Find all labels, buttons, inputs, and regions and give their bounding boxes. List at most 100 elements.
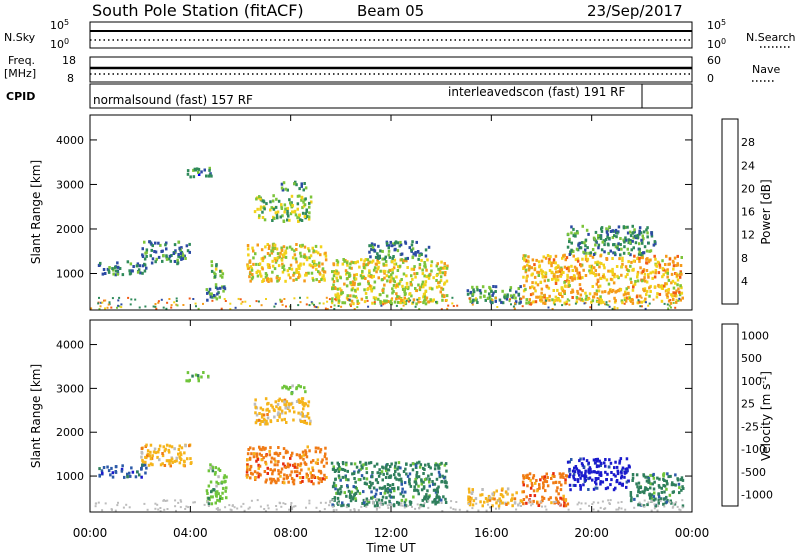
echo-cell [657, 501, 660, 505]
echo-cell [606, 486, 610, 490]
scatter-cell [280, 505, 283, 508]
echo-cell [271, 246, 274, 250]
echo-cell [592, 487, 596, 491]
echo-cell [625, 457, 629, 461]
echo-cell [214, 267, 218, 271]
echo-cell [582, 483, 585, 487]
echo-cell [540, 272, 544, 276]
echo-cell [140, 475, 143, 479]
echo-cell [638, 259, 641, 263]
echo-cell [149, 462, 153, 466]
echo-cell [297, 270, 300, 274]
scatter-cell [100, 301, 103, 304]
echo-cell [665, 500, 668, 504]
scatter-cell [521, 305, 524, 308]
echo-cell [376, 252, 379, 256]
echo-cell [525, 279, 528, 283]
echo-cell [588, 292, 592, 296]
echo-cell [662, 484, 665, 487]
echo-cell [337, 299, 341, 303]
scatter-cell [143, 502, 146, 505]
echo-cell [303, 253, 306, 257]
echo-region [466, 285, 522, 306]
echo-cell [263, 447, 266, 451]
echo-cell [395, 297, 398, 301]
echo-cell [444, 462, 448, 466]
echo-cell [618, 459, 622, 463]
echo-cell [276, 256, 279, 260]
echo-cell [183, 460, 186, 464]
echo-cell [141, 463, 144, 467]
scatter-cell [166, 499, 169, 502]
echo-cell [400, 480, 403, 484]
echo-cell [584, 297, 588, 301]
echo-cell [559, 274, 563, 278]
echo-cell [538, 483, 541, 487]
freq-strip: Freq. [MHz] 18 8 60 0 Nave [4, 54, 780, 85]
echo-cell [446, 264, 449, 268]
scatter-cell [297, 304, 300, 307]
echo-cell [128, 269, 131, 273]
echo-cell [268, 453, 272, 457]
echo-cell [646, 231, 649, 235]
echo-cell [323, 477, 326, 481]
echo-cell [576, 478, 579, 482]
echo-cell [422, 485, 426, 489]
echo-cell [276, 279, 279, 283]
echo-cell [654, 504, 658, 508]
scatter-cell [168, 298, 171, 300]
echo-cell [292, 463, 295, 467]
echo-cell [303, 215, 307, 218]
echo-cell [387, 475, 391, 479]
echo-cell [418, 465, 422, 469]
scatter-cell [166, 508, 169, 510]
echo-cell [622, 293, 626, 297]
echo-cell [555, 278, 558, 282]
echo-cell [562, 271, 565, 274]
echo-cell [161, 454, 165, 458]
echo-cell [301, 412, 304, 416]
echo-cell [388, 255, 392, 259]
echo-cell [572, 474, 575, 478]
echo-cell [522, 275, 525, 279]
echo-cell [349, 262, 352, 266]
echo-cell [566, 278, 569, 282]
echo-cell [353, 273, 356, 277]
scatter-cell [402, 304, 405, 307]
echo-cell [673, 256, 677, 260]
echo-cell [281, 262, 284, 266]
scatter-cell [512, 305, 515, 308]
echo-cell [623, 240, 626, 244]
echo-cell [544, 275, 548, 279]
echo-cell [200, 170, 203, 174]
echo-cell [258, 447, 262, 451]
scatter-cell [380, 304, 383, 307]
echo-cell [580, 474, 584, 478]
echo-cell [208, 173, 212, 177]
scatter-cell [651, 501, 654, 503]
echo-cell [565, 267, 569, 271]
echo-cell [350, 260, 353, 264]
echo-cell [587, 461, 590, 465]
echo-cell [402, 470, 406, 473]
echo-cell [522, 475, 525, 479]
scatter-cell [400, 307, 403, 310]
echo-cell [362, 498, 366, 502]
echo-cell [641, 270, 645, 273]
echo-cell [525, 501, 528, 505]
echo-cell [335, 298, 338, 302]
scatter-cell [647, 304, 650, 307]
scatter-cell [616, 307, 619, 310]
echo-cell [164, 243, 167, 247]
echo-cell [656, 260, 660, 264]
echo-cell [165, 255, 168, 259]
scatter-cell [454, 508, 457, 511]
echo-cell [537, 274, 540, 277]
echo-cell [295, 277, 298, 281]
echo-cell [174, 249, 177, 253]
echo-cell [257, 216, 261, 220]
echo-cell [613, 296, 616, 300]
echo-cell [302, 200, 305, 204]
echo-cell [109, 473, 112, 477]
